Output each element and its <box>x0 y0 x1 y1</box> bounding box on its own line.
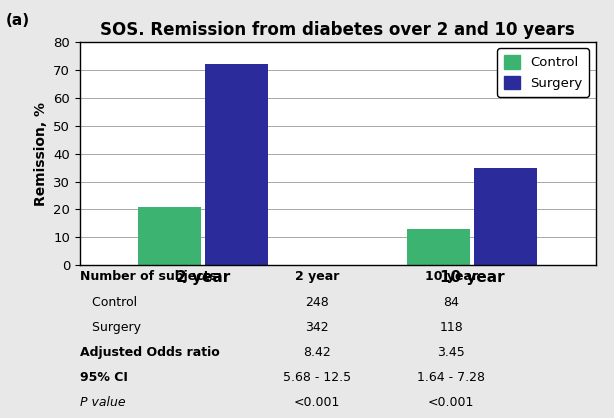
Text: 8.42: 8.42 <box>303 346 331 359</box>
Title: SOS. Remission from diabetes over 2 and 10 years: SOS. Remission from diabetes over 2 and … <box>100 21 575 39</box>
Text: 342: 342 <box>305 321 329 334</box>
Text: 10 year: 10 year <box>425 270 478 283</box>
Text: 118: 118 <box>439 321 463 334</box>
Text: 95% CI: 95% CI <box>80 371 128 384</box>
Legend: Control, Surgery: Control, Surgery <box>497 48 589 97</box>
Bar <box>475 168 537 265</box>
Text: P value: P value <box>80 396 125 409</box>
Text: 248: 248 <box>305 296 329 308</box>
Text: <0.001: <0.001 <box>294 396 340 409</box>
Text: <0.001: <0.001 <box>428 396 475 409</box>
Bar <box>138 206 201 265</box>
Text: 5.68 - 12.5: 5.68 - 12.5 <box>283 371 351 384</box>
Text: Number of subjects:: Number of subjects: <box>80 270 222 283</box>
Bar <box>407 229 470 265</box>
Text: 84: 84 <box>443 296 459 308</box>
Text: Control: Control <box>80 296 137 308</box>
Text: Adjusted Odds ratio: Adjusted Odds ratio <box>80 346 220 359</box>
Text: 1.64 - 7.28: 1.64 - 7.28 <box>417 371 485 384</box>
Bar <box>206 64 268 265</box>
Text: Surgery: Surgery <box>80 321 141 334</box>
Text: (a): (a) <box>6 13 30 28</box>
Y-axis label: Remission, %: Remission, % <box>34 102 48 206</box>
Text: 2 year: 2 year <box>295 270 340 283</box>
Text: 3.45: 3.45 <box>437 346 465 359</box>
